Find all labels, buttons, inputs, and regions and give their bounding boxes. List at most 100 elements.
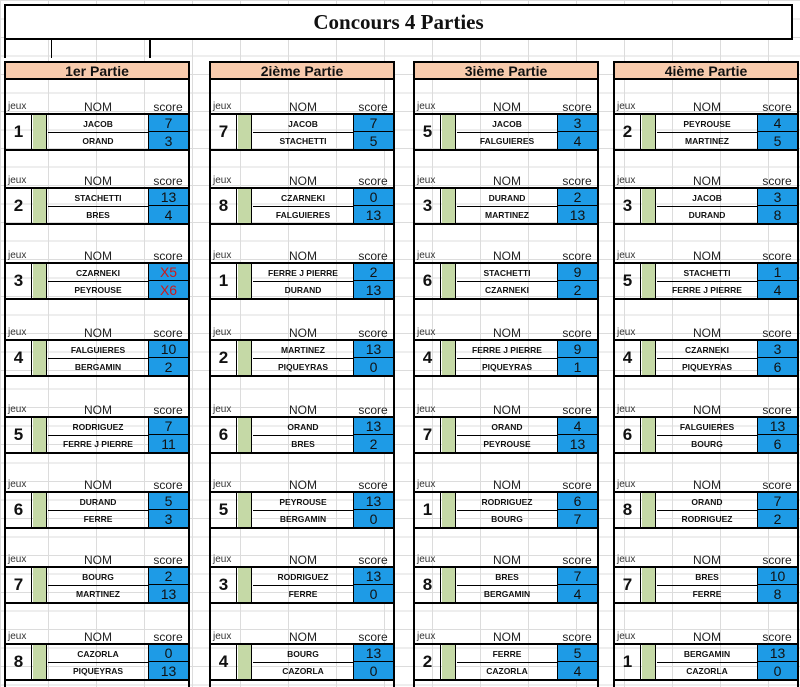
- score-cell[interactable]: 7: [148, 115, 188, 132]
- player-name-cell[interactable]: BRES: [48, 206, 148, 223]
- player-name-cell[interactable]: BERGAMIN: [253, 510, 353, 527]
- score-cell[interactable]: 0: [353, 510, 393, 527]
- player-name-cell[interactable]: JACOB: [83, 118, 113, 129]
- player-name-cell[interactable]: CAZORLA: [657, 662, 757, 679]
- player-name-cell[interactable]: CZARNEKI: [685, 344, 729, 355]
- game-number-cell[interactable]: 7: [615, 568, 641, 602]
- player-name-cell[interactable]: ORAND: [491, 421, 523, 432]
- color-marker-cell[interactable]: [442, 264, 456, 298]
- score-cell[interactable]: 13: [353, 418, 393, 435]
- player-name-cell[interactable]: RODRIGUEZ: [481, 496, 533, 507]
- player-name-cell[interactable]: PEYROUSE: [279, 496, 327, 507]
- score-cell[interactable]: 7: [148, 418, 188, 435]
- game-number-cell[interactable]: 8: [211, 189, 237, 223]
- score-cell[interactable]: 2: [353, 264, 393, 281]
- score-cell[interactable]: 13: [148, 189, 188, 206]
- score-cell[interactable]: 4: [557, 132, 597, 149]
- score-cell[interactable]: 10: [757, 568, 797, 585]
- color-marker-cell[interactable]: [238, 264, 252, 298]
- score-cell[interactable]: 9: [557, 341, 597, 358]
- score-cell[interactable]: 4: [148, 206, 188, 223]
- player-name-cell[interactable]: FERRE: [492, 648, 522, 659]
- score-cell[interactable]: 2: [557, 189, 597, 206]
- player-name-cell[interactable]: FALGUIERES: [70, 344, 126, 355]
- color-marker-cell[interactable]: [33, 645, 47, 679]
- score-cell[interactable]: 13: [353, 281, 393, 298]
- score-cell[interactable]: 3: [557, 115, 597, 132]
- player-name-cell[interactable]: PEYROUSE: [48, 281, 148, 298]
- game-number-cell[interactable]: 3: [615, 189, 641, 223]
- player-name-cell[interactable]: FERRE: [48, 510, 148, 527]
- color-marker-cell[interactable]: [33, 115, 47, 149]
- score-cell[interactable]: 3: [757, 189, 797, 206]
- score-cell[interactable]: 13: [757, 418, 797, 435]
- color-marker-cell[interactable]: [442, 568, 456, 602]
- game-number-cell[interactable]: 3: [211, 568, 237, 602]
- score-cell[interactable]: 0: [757, 662, 797, 679]
- game-number-cell[interactable]: 5: [615, 264, 641, 298]
- game-number-cell[interactable]: 4: [6, 341, 32, 375]
- game-number-cell[interactable]: 6: [211, 418, 237, 452]
- color-marker-cell[interactable]: [238, 418, 252, 452]
- player-name-cell[interactable]: BERGAMIN: [683, 648, 731, 659]
- player-name-cell[interactable]: PEYROUSE: [683, 118, 731, 129]
- color-marker-cell[interactable]: [238, 568, 252, 602]
- player-name-cell[interactable]: MARTINEZ: [657, 132, 757, 149]
- player-name-cell[interactable]: ORAND: [48, 132, 148, 149]
- score-cell[interactable]: 1: [757, 264, 797, 281]
- color-marker-cell[interactable]: [642, 418, 656, 452]
- color-marker-cell[interactable]: [642, 264, 656, 298]
- color-marker-cell[interactable]: [442, 341, 456, 375]
- player-name-cell[interactable]: BERGAMIN: [457, 585, 557, 602]
- player-name-cell[interactable]: PIQUEYRAS: [48, 662, 148, 679]
- color-marker-cell[interactable]: [442, 115, 456, 149]
- color-marker-cell[interactable]: [642, 493, 656, 527]
- game-number-cell[interactable]: 5: [415, 115, 441, 149]
- player-name-cell[interactable]: JACOB: [288, 118, 318, 129]
- score-cell[interactable]: 0: [353, 585, 393, 602]
- player-name-cell[interactable]: FERRE J PIERRE: [472, 344, 542, 355]
- game-number-cell[interactable]: 6: [415, 264, 441, 298]
- player-name-cell[interactable]: PIQUEYRAS: [657, 358, 757, 375]
- player-name-cell[interactable]: DURAND: [253, 281, 353, 298]
- score-cell[interactable]: X5: [148, 264, 188, 281]
- color-marker-cell[interactable]: [238, 341, 252, 375]
- game-number-cell[interactable]: 3: [415, 189, 441, 223]
- player-name-cell[interactable]: BRES: [253, 435, 353, 452]
- header-cell[interactable]: [4, 40, 52, 58]
- score-cell[interactable]: 2: [148, 358, 188, 375]
- game-number-cell[interactable]: 4: [211, 645, 237, 679]
- player-name-cell[interactable]: FALGUIERES: [679, 421, 735, 432]
- player-name-cell[interactable]: BOURG: [657, 435, 757, 452]
- score-cell[interactable]: 8: [757, 585, 797, 602]
- score-cell[interactable]: 7: [557, 510, 597, 527]
- score-cell[interactable]: 5: [148, 493, 188, 510]
- header-cell[interactable]: [51, 40, 151, 58]
- color-marker-cell[interactable]: [642, 341, 656, 375]
- player-name-cell[interactable]: RODRIGUEZ: [277, 571, 329, 582]
- score-cell[interactable]: 13: [353, 645, 393, 662]
- player-name-cell[interactable]: JACOB: [692, 192, 722, 203]
- game-number-cell[interactable]: 7: [211, 115, 237, 149]
- color-marker-cell[interactable]: [642, 115, 656, 149]
- game-number-cell[interactable]: 6: [615, 418, 641, 452]
- game-number-cell[interactable]: 5: [211, 493, 237, 527]
- game-number-cell[interactable]: 2: [6, 189, 32, 223]
- game-number-cell[interactable]: 6: [6, 493, 32, 527]
- score-cell[interactable]: 3: [148, 132, 188, 149]
- game-number-cell[interactable]: 3: [6, 264, 32, 298]
- player-name-cell[interactable]: DURAND: [657, 206, 757, 223]
- player-name-cell[interactable]: PIQUEYRAS: [253, 358, 353, 375]
- game-number-cell[interactable]: 2: [615, 115, 641, 149]
- score-cell[interactable]: 4: [557, 662, 597, 679]
- player-name-cell[interactable]: STACHETTI: [74, 192, 122, 203]
- score-cell[interactable]: 10: [148, 341, 188, 358]
- score-cell[interactable]: 7: [353, 115, 393, 132]
- player-name-cell[interactable]: PIQUEYRAS: [457, 358, 557, 375]
- game-number-cell[interactable]: 1: [6, 115, 32, 149]
- player-name-cell[interactable]: JACOB: [492, 118, 522, 129]
- score-cell[interactable]: 7: [757, 493, 797, 510]
- score-cell[interactable]: 13: [557, 435, 597, 452]
- player-name-cell[interactable]: BOURG: [287, 648, 319, 659]
- game-number-cell[interactable]: 7: [6, 568, 32, 602]
